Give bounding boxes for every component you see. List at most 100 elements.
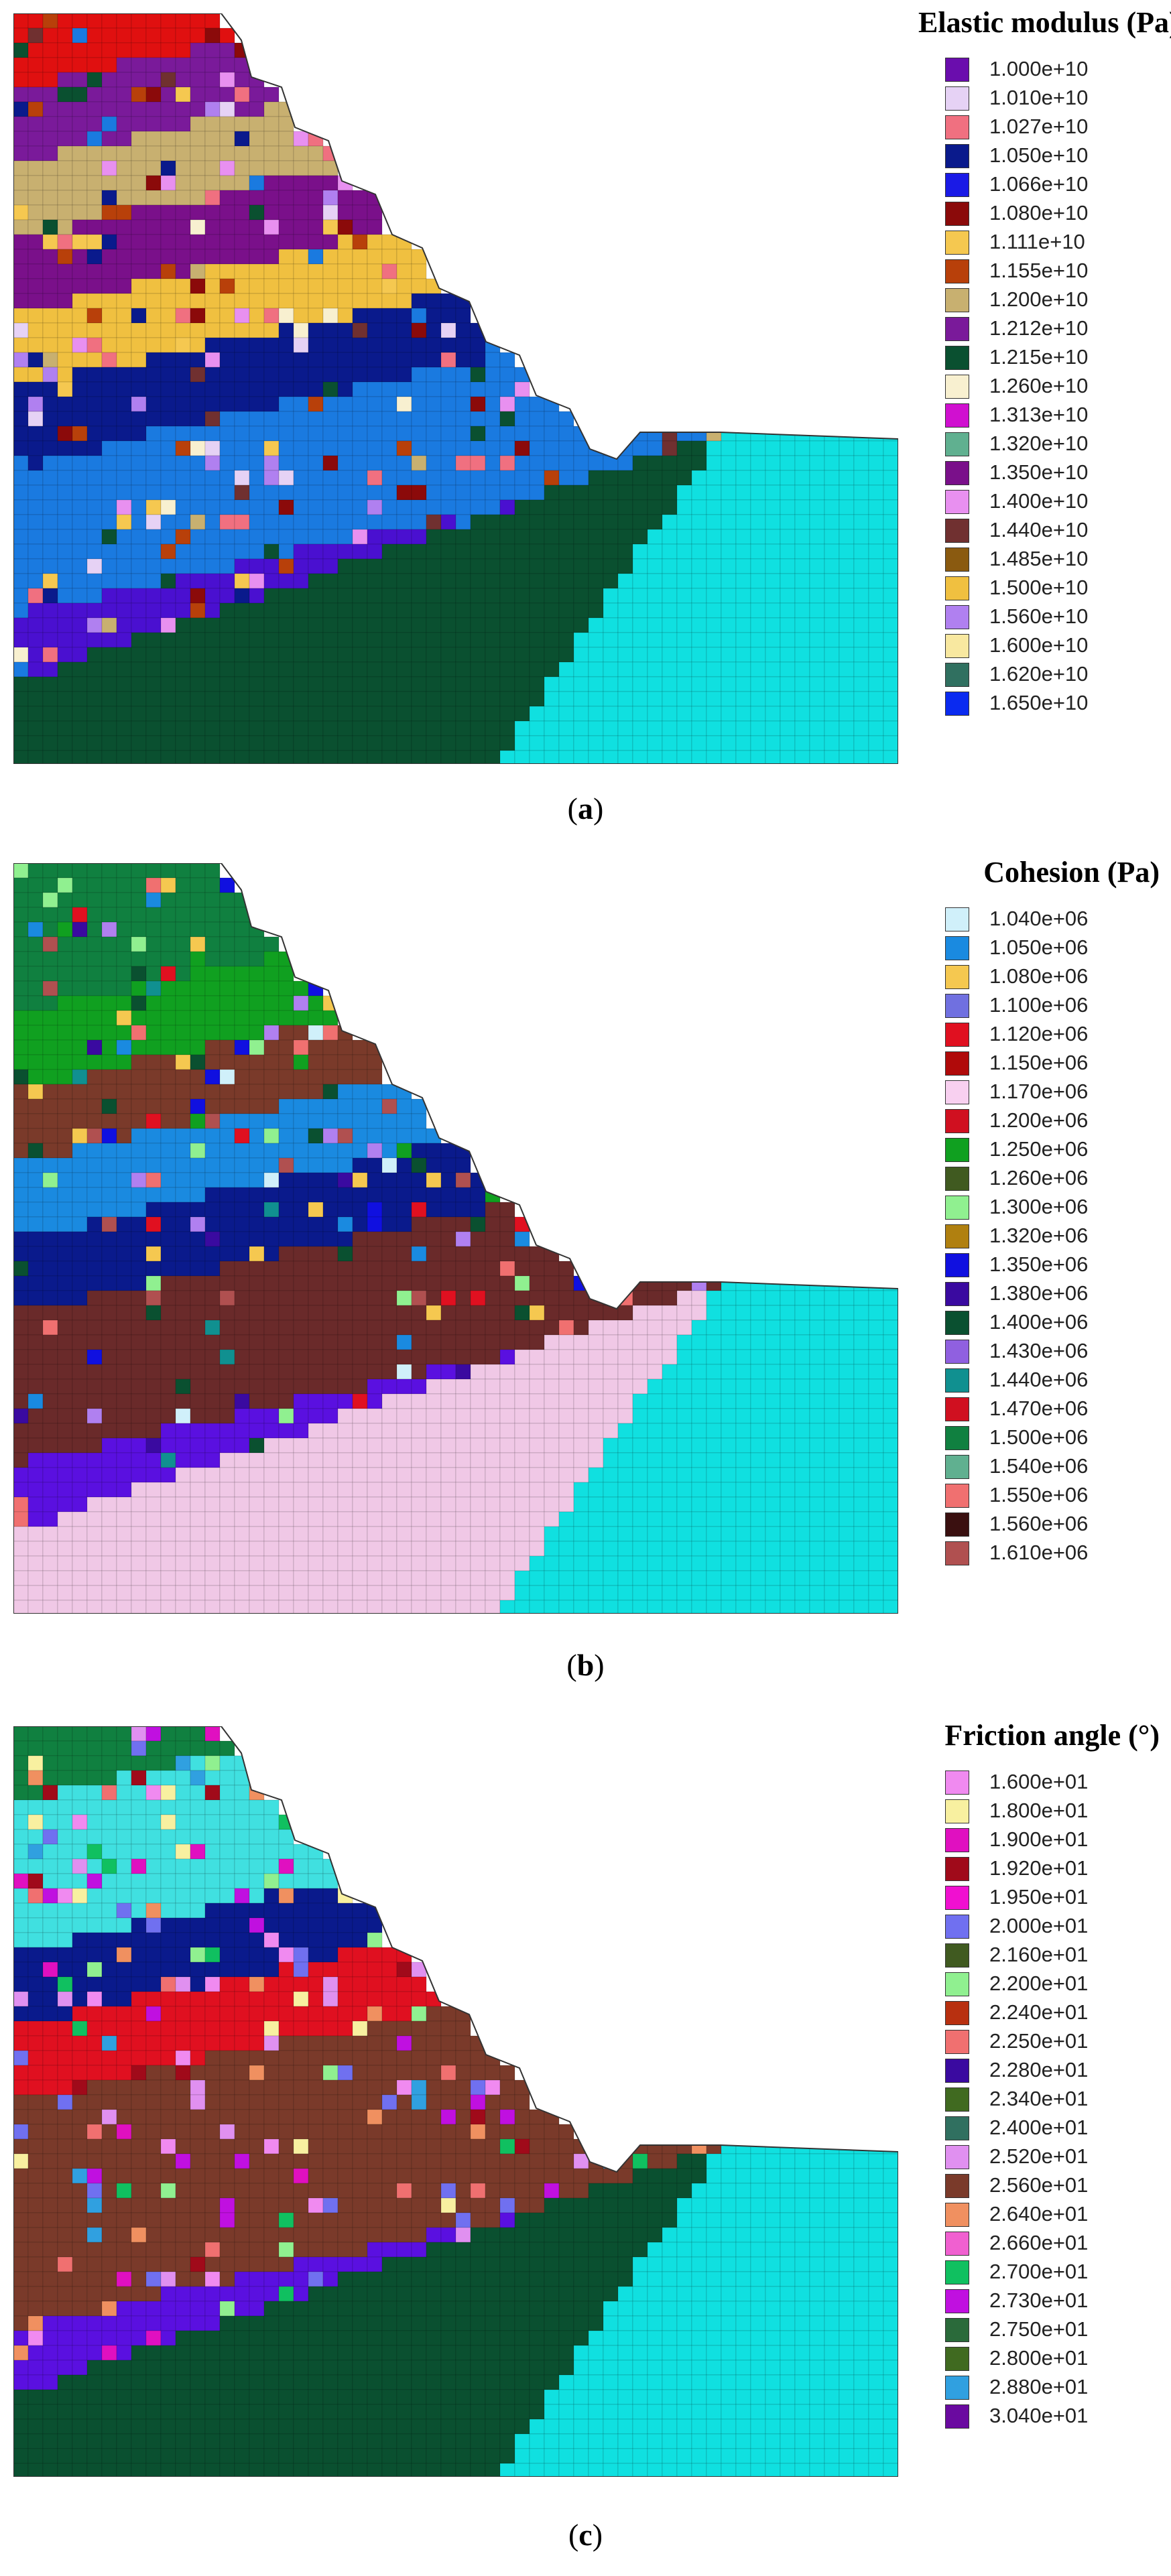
mesh-cell: [588, 1511, 604, 1527]
mesh-cell: [101, 175, 117, 191]
mesh-cell: [160, 455, 176, 471]
mesh-cell: [101, 1844, 117, 1860]
mesh-cell: [544, 617, 560, 633]
mesh-cell: [514, 1585, 530, 1601]
mesh-cell: [499, 558, 515, 574]
mesh-cell: [809, 617, 825, 633]
mesh-cell: [750, 558, 766, 574]
mesh-cell: [278, 661, 294, 678]
mesh-cell: [573, 602, 589, 619]
mesh-cell: [219, 706, 235, 722]
mesh-cell: [632, 602, 648, 619]
mesh-cell: [145, 529, 162, 545]
mesh-cell: [794, 1378, 810, 1395]
mesh-cell: [175, 1157, 191, 1173]
mesh-cell: [499, 1261, 515, 1277]
mesh-cell: [116, 1113, 132, 1129]
mesh-cell: [440, 1496, 456, 1512]
mesh-cell: [86, 1600, 103, 1614]
mesh-cell: [632, 735, 648, 751]
mesh-cell: [13, 1526, 29, 1542]
mesh-cell: [57, 1098, 73, 1114]
mesh-cell: [42, 101, 58, 117]
mesh-cell: [116, 499, 132, 515]
mesh-cell: [293, 426, 309, 442]
mesh-cell: [27, 86, 44, 103]
mesh-cell: [57, 1844, 73, 1860]
panel-c: Friction angle (°) 1.600e+01 1.800e+01 1.9…: [0, 1713, 1171, 2576]
mesh-cell: [72, 322, 88, 338]
mesh-cell: [86, 661, 103, 678]
mesh-cell: [794, 1496, 810, 1512]
mesh-cell: [160, 921, 176, 938]
mesh-cell: [204, 907, 221, 923]
legend-label: 1.440e+10: [989, 518, 1089, 541]
mesh-cell: [13, 278, 29, 294]
mesh-cell: [514, 1452, 530, 1468]
mesh-cell: [558, 1496, 574, 1512]
mesh-cell: [381, 1319, 397, 1336]
mesh-cell: [234, 602, 250, 619]
mesh-cell: [13, 1555, 29, 1571]
mesh-cell: [131, 322, 147, 338]
mesh-cell: [57, 86, 73, 103]
mesh-cell: [750, 543, 766, 560]
mesh-cell: [116, 190, 132, 206]
mesh-cell: [72, 293, 88, 309]
mesh-cell: [219, 632, 235, 648]
mesh-cell: [190, 1785, 206, 1801]
mesh-cell: [13, 1157, 29, 1173]
mesh-cell: [706, 1423, 722, 1439]
mesh-cell: [27, 470, 44, 486]
mesh-cell: [809, 499, 825, 515]
mesh-cell: [322, 1364, 338, 1380]
mesh-cell: [485, 1231, 501, 1247]
mesh-cell: [396, 1437, 412, 1454]
mesh-cell: [72, 1216, 88, 1232]
mesh-cell: [86, 72, 103, 88]
mesh-cell: [145, 980, 162, 996]
mesh-cell: [13, 470, 29, 486]
mesh-cell: [131, 1128, 147, 1144]
mesh-cell: [86, 720, 103, 736]
mesh-cell: [175, 1128, 191, 1144]
mesh-cell: [72, 750, 88, 764]
mesh-cell: [190, 278, 206, 294]
mesh-cell: [381, 455, 397, 471]
mesh-cell: [13, 529, 29, 545]
mesh-cell: [42, 1084, 58, 1100]
mesh-cell: [352, 1319, 368, 1336]
mesh-cell: [721, 1496, 737, 1512]
mesh-cell: [57, 1829, 73, 1845]
mesh-cell: [411, 2065, 427, 2081]
mesh-cell: [485, 1526, 501, 1542]
mesh-cell: [426, 337, 442, 353]
mesh-cell: [249, 1785, 265, 1801]
mesh-cell: [588, 661, 604, 678]
mesh-cell: [676, 706, 692, 722]
mesh-cell: [544, 647, 560, 663]
mesh-cell: [426, 1600, 442, 1614]
mesh-cell: [160, 249, 176, 265]
mesh-cell: [145, 514, 162, 530]
mesh-cell: [145, 13, 162, 29]
mesh-cell: [116, 131, 132, 147]
mesh-cell: [676, 691, 692, 707]
mesh-cell: [190, 1290, 206, 1306]
mesh-cell: [617, 514, 633, 530]
mesh-cell: [145, 2065, 162, 2081]
mesh-cell: [72, 1319, 88, 1336]
mesh-cell: [72, 42, 88, 58]
mesh-cell: [352, 337, 368, 353]
mesh-cell: [234, 470, 250, 486]
mesh-cell: [86, 278, 103, 294]
mesh-cell: [101, 617, 117, 633]
mesh-cell: [72, 1467, 88, 1483]
mesh-cell: [160, 27, 176, 44]
mesh-cell: [145, 1917, 162, 1933]
mesh-cell: [249, 278, 265, 294]
mesh-cell: [234, 1423, 250, 1439]
mesh-cell: [175, 440, 191, 456]
mesh-cell: [278, 750, 294, 764]
mesh-cell: [440, 1408, 456, 1424]
